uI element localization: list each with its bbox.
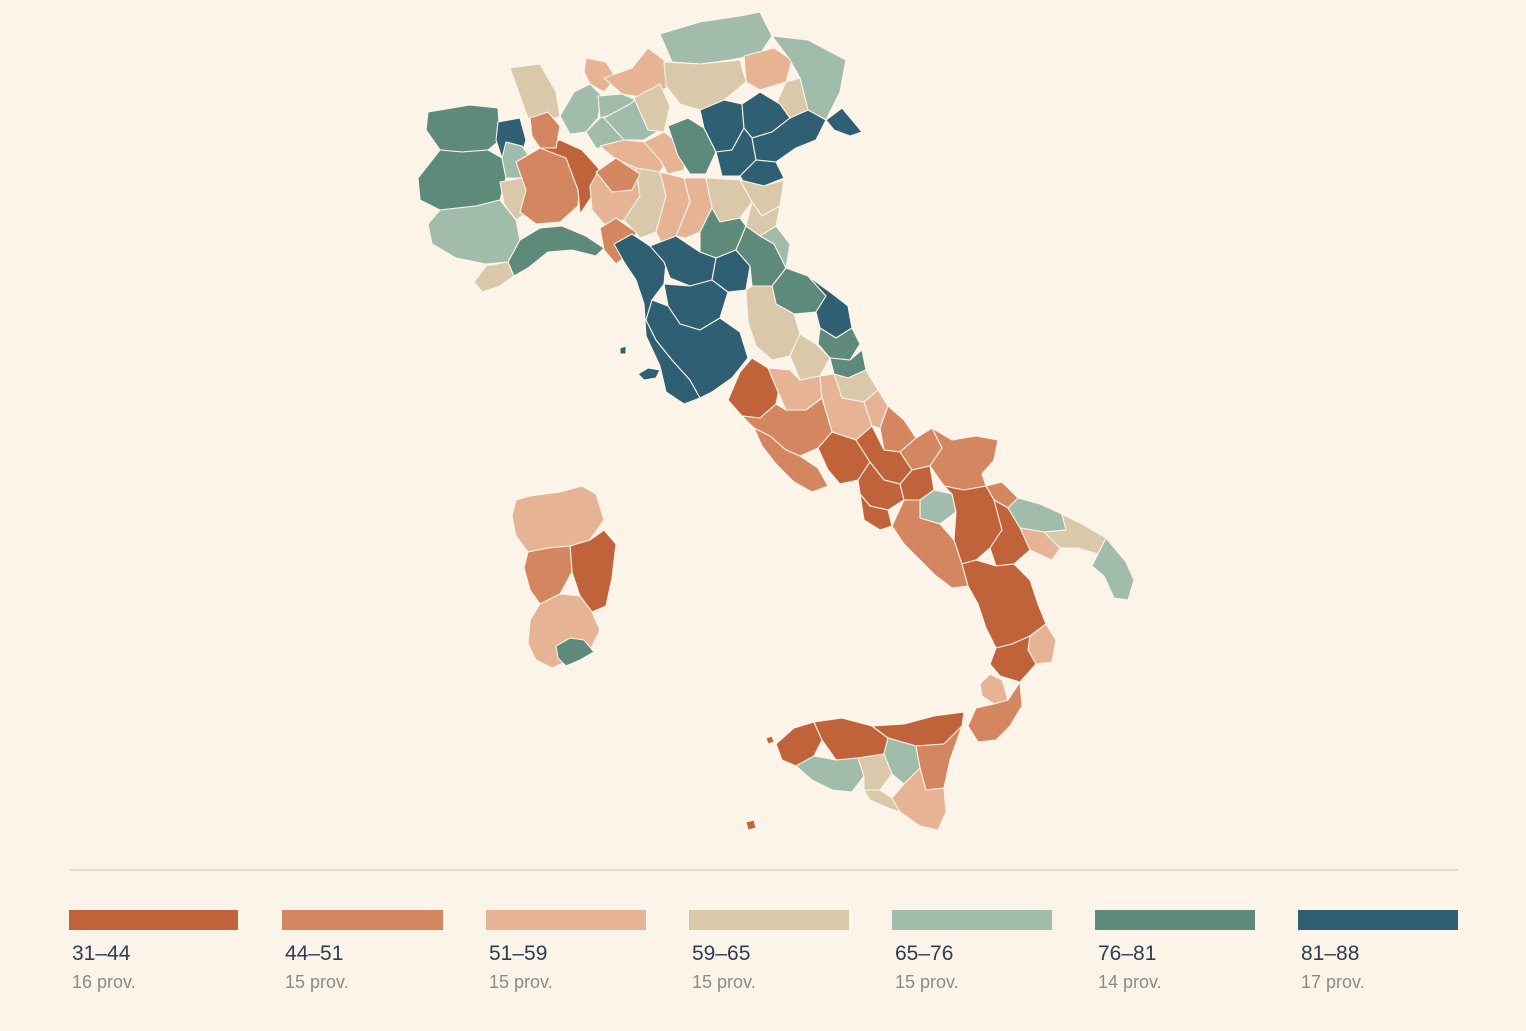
legend-range: 31–44 <box>72 942 131 965</box>
legend-range: 81–88 <box>1301 942 1360 965</box>
legend-count: 14 prov. <box>1098 972 1162 992</box>
legend-range: 59–65 <box>692 942 751 965</box>
region-piedmont-west[interactable] <box>417 149 507 211</box>
region-foggia[interactable] <box>929 427 999 491</box>
legend-item-3: 51–59 15 prov. <box>486 910 646 993</box>
legend-item-2: 44–51 15 prov. <box>282 910 443 993</box>
legend-range: 65–76 <box>895 942 954 965</box>
region-massa[interactable] <box>595 157 641 193</box>
region-cuneo[interactable] <box>427 199 521 265</box>
legend-item-4: 59–65 15 prov. <box>689 910 849 993</box>
legend: 31–44 16 prov. 44–51 15 prov. 51–59 15 p… <box>69 910 1458 1010</box>
legend-swatch <box>69 910 238 930</box>
region-grosseto[interactable] <box>645 299 749 399</box>
region-elba[interactable] <box>637 367 661 381</box>
legend-swatch <box>1298 910 1458 930</box>
legend-count: 15 prov. <box>692 972 756 992</box>
region-savona[interactable] <box>507 225 605 277</box>
region-nuoro[interactable] <box>569 529 617 613</box>
legend-range: 76–81 <box>1098 942 1157 965</box>
region-lecce[interactable] <box>1091 537 1135 601</box>
legend-count: 16 prov. <box>72 972 136 992</box>
region-cagliari[interactable] <box>555 637 595 667</box>
legend-count: 17 prov. <box>1301 972 1365 992</box>
legend-swatch <box>486 910 646 930</box>
region-trapani[interactable] <box>775 721 823 767</box>
region-latina[interactable] <box>753 427 829 493</box>
region-vco[interactable] <box>529 111 561 149</box>
legend-swatch <box>689 910 849 930</box>
region-imperia[interactable] <box>473 261 515 293</box>
region-rimini[interactable] <box>759 225 791 269</box>
legend-swatch <box>892 910 1052 930</box>
region-islet-egadi[interactable] <box>765 735 775 745</box>
legend-count: 15 prov. <box>895 972 959 992</box>
region-agrigento[interactable] <box>795 755 865 793</box>
region-trieste[interactable] <box>825 107 863 137</box>
region-brindisi[interactable] <box>1043 513 1107 555</box>
region-reggio-calabria[interactable] <box>967 681 1023 743</box>
region-siracusa[interactable] <box>891 767 947 831</box>
legend-item-7: 81–88 17 prov. <box>1298 910 1458 993</box>
region-palermo[interactable] <box>813 717 889 761</box>
region-novara[interactable] <box>509 63 561 123</box>
legend-count: 15 prov. <box>285 972 349 992</box>
legend-divider <box>69 869 1458 871</box>
legend-item-5: 65–76 15 prov. <box>892 910 1052 993</box>
legend-item-6: 76–81 14 prov. <box>1095 910 1255 993</box>
region-aosta[interactable] <box>425 104 501 153</box>
legend-count: 15 prov. <box>489 972 553 992</box>
region-catanzaro[interactable] <box>989 635 1037 683</box>
legend-swatch <box>282 910 443 930</box>
italy-choropleth-map <box>417 11 1135 831</box>
region-vibo[interactable] <box>979 673 1009 705</box>
legend-range: 44–51 <box>285 942 344 965</box>
legend-swatch <box>1095 910 1255 930</box>
region-como[interactable] <box>583 57 617 93</box>
region-islet-pantelleria[interactable] <box>745 819 757 831</box>
region-fermo[interactable] <box>817 327 861 361</box>
region-lodi[interactable] <box>633 83 671 133</box>
legend-item-1: 31–44 16 prov. <box>69 910 238 993</box>
region-verona[interactable] <box>667 117 717 175</box>
legend-range: 51–59 <box>489 942 548 965</box>
region-islet-1[interactable] <box>619 345 627 355</box>
